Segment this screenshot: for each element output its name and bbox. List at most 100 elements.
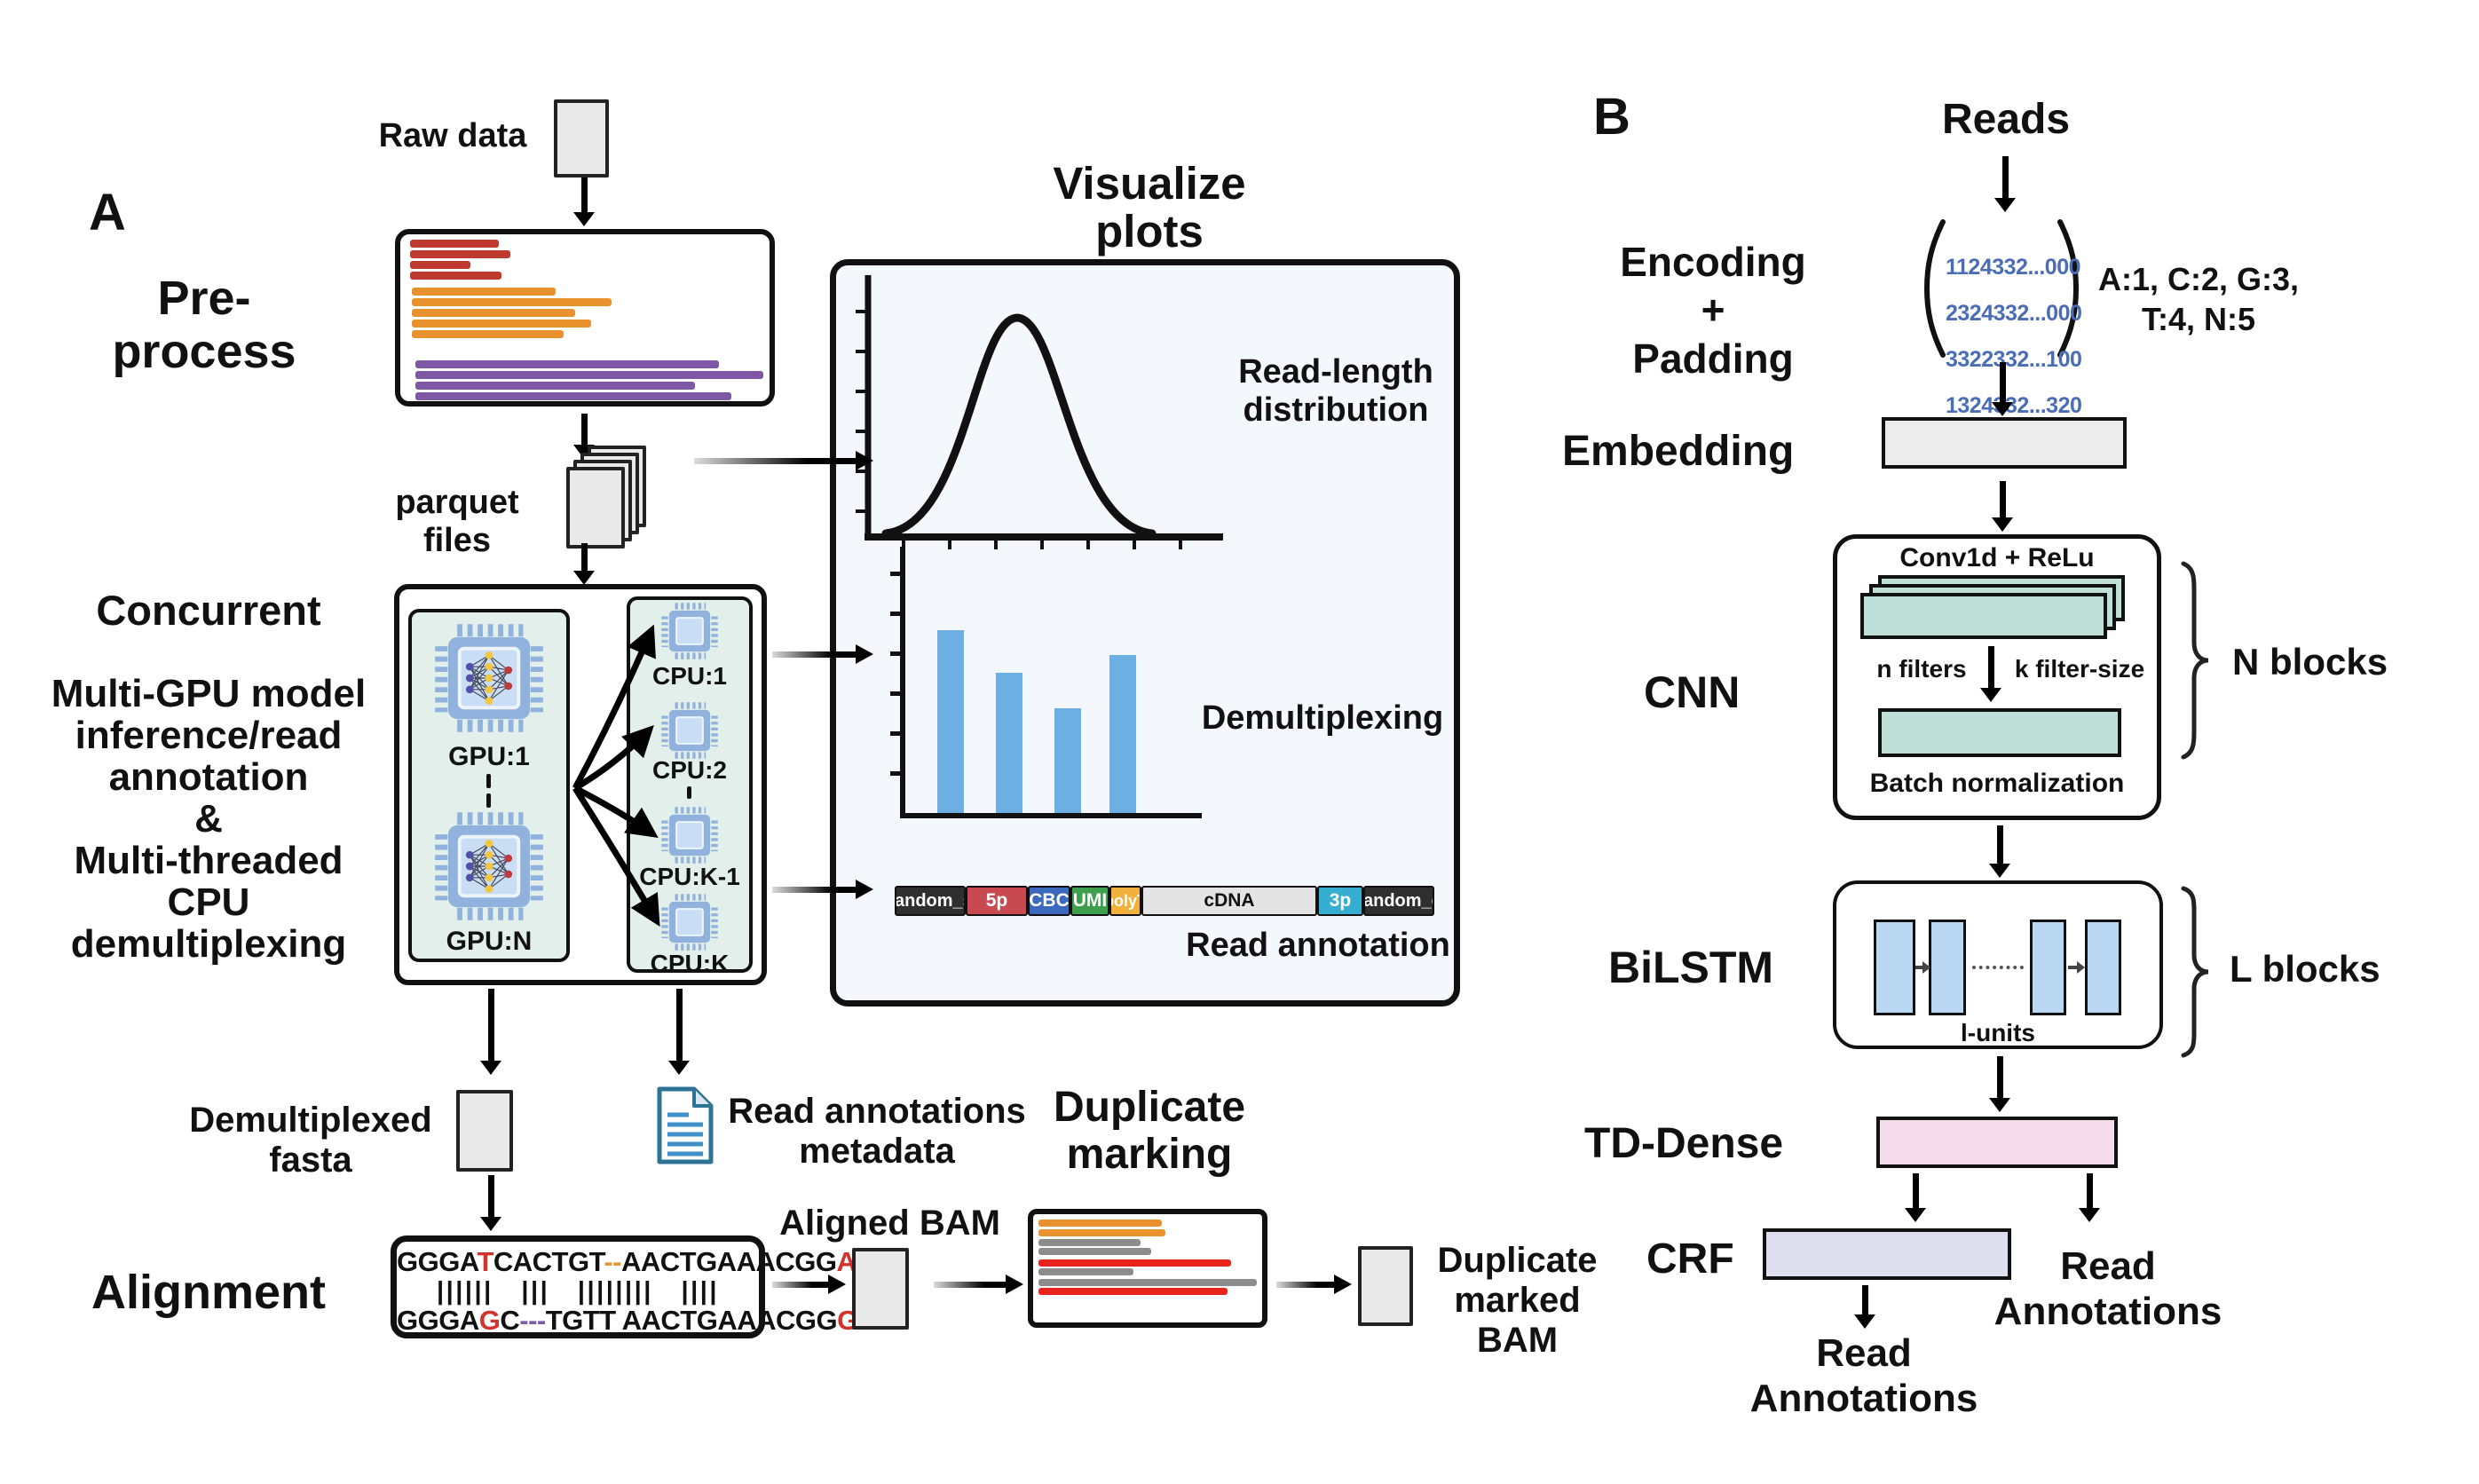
read-line <box>415 360 719 368</box>
read-annotations-bottom-label: Read Annotations <box>1749 1331 1978 1420</box>
seq-part: A <box>836 1246 857 1277</box>
conv-relu-label: Conv1d + ReLu <box>1899 543 2095 572</box>
read-line <box>410 250 510 258</box>
read-annotation-track: random_s 5p CBC UMI polyT cDNA 3p random… <box>895 886 1434 916</box>
batch-normalization-label: Batch normalization <box>1869 769 2125 798</box>
raw-data-files-icon <box>554 92 620 178</box>
arrow-alignment-to-bam <box>772 1275 846 1294</box>
read-line <box>415 371 763 379</box>
seq-part: --- <box>519 1305 546 1336</box>
matrix-row: 3322332...100 <box>1946 347 2082 372</box>
track-seg-cbc: CBC <box>1028 886 1070 916</box>
dup-read-line <box>1038 1229 1165 1236</box>
arrow-preprocess-to-parquet <box>573 414 595 459</box>
arrow-embedding-to-cnn <box>1992 481 2013 532</box>
concurrent-title: Concurrent <box>96 587 321 634</box>
track-seg-polyt: polyT <box>1109 886 1141 916</box>
fasta-files-icon <box>456 1083 525 1172</box>
arrow-fasta-to-alignment <box>480 1175 501 1231</box>
l-blocks-label: L blocks <box>2230 948 2380 990</box>
read-line <box>412 298 612 306</box>
read-annotations-right-label: Read Annotations <box>1993 1244 2222 1333</box>
arrow-tddense-to-crf <box>1905 1173 1926 1222</box>
gpu-to-cpu-fan-arrows <box>572 624 660 928</box>
cpu-k1-label: CPU:K-1 <box>639 863 740 890</box>
visualize-title: Visualize plots <box>1053 158 1246 257</box>
cpu-2-label: CPU:2 <box>651 756 727 784</box>
lstm-ellipsis-line <box>1972 966 2024 969</box>
demux-bar <box>1054 708 1081 813</box>
arrow-bilstm-to-tddense <box>1989 1056 2010 1112</box>
demux-bar <box>1109 655 1136 813</box>
alignment-match-pipes: |||||| ||| |||||||| |||| <box>437 1277 719 1306</box>
arrow-concurrent-to-annotation-plot <box>772 880 873 899</box>
arrow-matrix-to-embedding <box>1992 362 2013 416</box>
gpu-1-label: GPU:1 <box>448 742 530 771</box>
read-line <box>415 382 695 390</box>
lstm-cell <box>1874 920 1915 1015</box>
dup-read-line <box>1038 1239 1141 1246</box>
track-seg-cdna: cDNA <box>1141 886 1317 916</box>
seq-part: T <box>477 1246 493 1277</box>
aligned-bam-files-icon <box>852 1241 920 1330</box>
batchnorm-layer <box>1878 708 2121 757</box>
lstm-cell <box>2085 920 2121 1015</box>
conv-filter-stack-front <box>1860 593 2107 639</box>
duplicate-marking-box <box>1028 1209 1267 1328</box>
encoding-padding-label: Encoding + Padding <box>1620 239 1806 382</box>
read-annotation-label: Read annotation <box>1186 927 1450 964</box>
seq-part: -- <box>604 1246 621 1277</box>
duplicate-marked-bam-icon <box>1358 1239 1425 1326</box>
gpu-ellipsis <box>486 774 491 788</box>
n-blocks-brace <box>2181 561 2209 760</box>
arrow-cnn-to-bilstm <box>1989 825 2010 878</box>
encoding-map-label: A:1, C:2, G:3, T:4, N:5 <box>2097 261 2300 337</box>
matrix-bracket-right <box>2057 219 2080 358</box>
read-line <box>415 392 731 400</box>
read-line <box>412 320 591 328</box>
seq-part: CACTGT <box>493 1246 604 1277</box>
arrow-rawdata-to-preprocess <box>573 178 595 226</box>
seq-part: TGTT AACTGAAACGG <box>545 1305 838 1336</box>
crf-layer <box>1763 1228 2011 1280</box>
read-length-plot <box>856 275 1223 549</box>
arrow-concurrent-to-metadata <box>668 989 690 1075</box>
arrow-bam-to-dupmarking <box>934 1275 1023 1294</box>
raw-data-label: Raw data <box>378 117 527 154</box>
duplicate-marked-bam-label: Duplicate marked BAM <box>1437 1241 1598 1360</box>
arrow-tddense-to-annotations <box>2079 1173 2100 1222</box>
arrow-concurrent-to-fasta <box>480 989 501 1075</box>
l-units-label: l-units <box>1961 1019 2035 1046</box>
embedding-layer <box>1882 417 2127 469</box>
alignment-label: Alignment <box>91 1266 326 1319</box>
read-line <box>412 330 564 338</box>
gpu-chip-icon <box>432 621 546 735</box>
alignment-seq-top: GGGATCACTGT--AACTGAAACGGA <box>397 1246 857 1277</box>
td-dense-label: TD-Dense <box>1584 1120 1784 1167</box>
dup-read-line <box>1038 1268 1133 1275</box>
dup-read-line <box>1038 1220 1162 1227</box>
visualize-box <box>830 259 1460 1006</box>
crf-label: CRF <box>1646 1235 1734 1283</box>
seq-part: G <box>478 1305 501 1336</box>
read-line <box>412 309 575 317</box>
matrix-row: 2324332...000 <box>1946 301 2082 326</box>
arrow-dupmarking-to-output <box>1276 1275 1352 1294</box>
track-seg-random-e: random_e <box>1363 886 1434 916</box>
lstm-link-arrow <box>1915 961 1930 974</box>
alignment-box: GGGATCACTGT--AACTGAAACGGA |||||| ||| |||… <box>391 1235 858 1338</box>
demultiplexing-chart <box>890 547 1202 818</box>
preprocess-label: Pre-process <box>112 272 296 379</box>
matrix-bracket-left <box>1923 219 1946 358</box>
track-seg-random-s: random_s <box>895 886 966 916</box>
track-seg-umi: UMI <box>1070 886 1109 916</box>
aligned-bam-label: Aligned BAM <box>779 1204 1000 1243</box>
arrow-reads-to-matrix <box>1994 156 2016 212</box>
demux-bar <box>937 630 964 813</box>
arrow-parquet-to-visualize <box>694 451 873 470</box>
arrow-conv-to-batchnorm <box>1980 646 2001 702</box>
lstm-link-arrow <box>2068 961 2085 974</box>
seq-part: GGGA <box>397 1246 478 1277</box>
gpu-ellipsis <box>486 793 491 808</box>
dup-read-line <box>1038 1288 1228 1295</box>
